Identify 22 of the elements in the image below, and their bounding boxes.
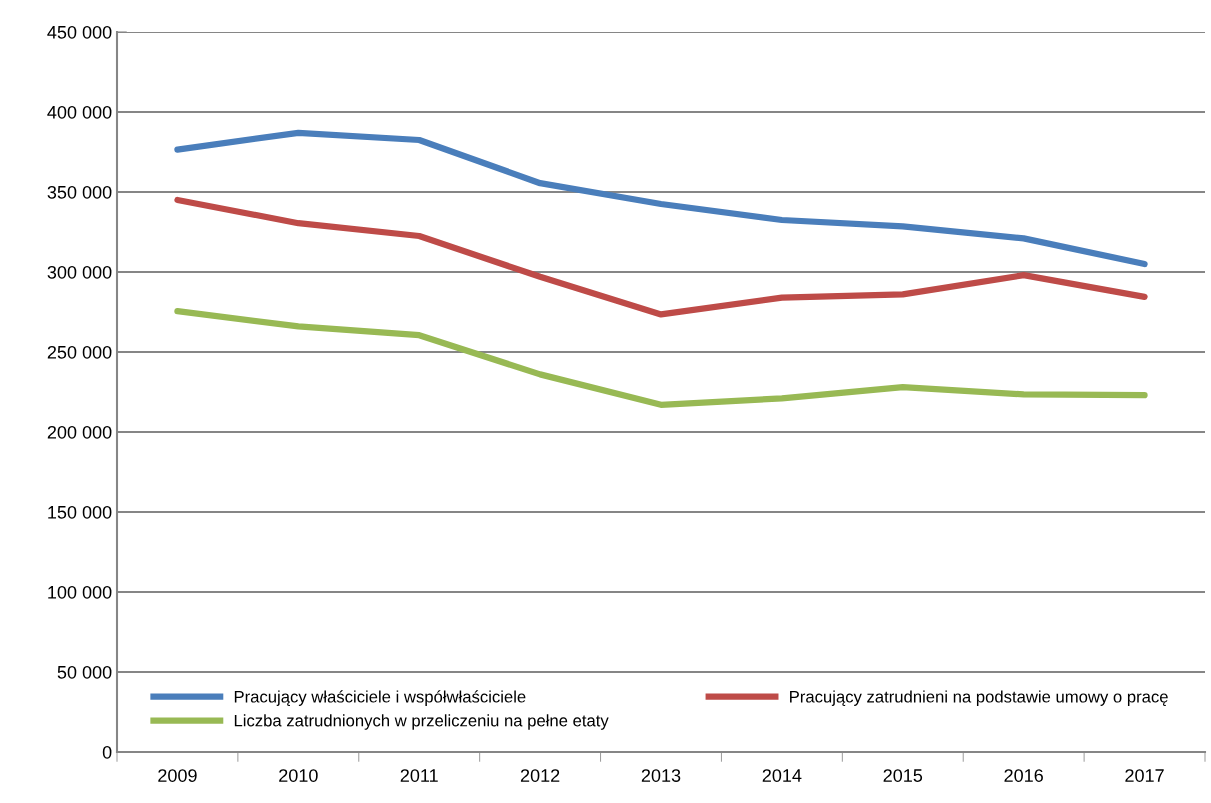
legend-label: Pracujący zatrudnieni na podstawie umowy o pracę bbox=[790, 690, 1168, 706]
x-tick-label: 2010 bbox=[279, 769, 318, 782]
x-tick-label: 2012 bbox=[520, 769, 560, 782]
x-tick-label: 2011 bbox=[400, 769, 438, 782]
x-tick-label: 2016 bbox=[1004, 769, 1043, 782]
legend-label: Pracujący właściciele i współwłaściciele bbox=[234, 690, 526, 706]
y-tick-label: 100 000 bbox=[48, 585, 112, 599]
x-tick-label: 2013 bbox=[641, 769, 681, 782]
y-tick-label: 300 000 bbox=[47, 265, 112, 279]
y-tick-label: 200 000 bbox=[47, 425, 112, 439]
y-tick-label: 250 000 bbox=[47, 345, 112, 359]
y-tick-label: 0 bbox=[102, 745, 112, 759]
y-tick-label: 50 000 bbox=[57, 665, 112, 679]
x-tick-label: 2014 bbox=[762, 769, 802, 782]
y-tick-label: 450 000 bbox=[47, 25, 112, 39]
y-tick-label: 150 000 bbox=[48, 505, 112, 519]
x-tick-label: 2009 bbox=[158, 769, 197, 782]
y-tick-label: 400 000 bbox=[47, 105, 112, 119]
x-tick-label: 2017 bbox=[1125, 769, 1164, 782]
y-tick-label: 350 000 bbox=[47, 185, 112, 199]
legend-label: Liczba zatrudnionych w przeliczeniu na pełne etaty bbox=[234, 714, 609, 730]
x-tick-label: 2015 bbox=[883, 769, 923, 782]
